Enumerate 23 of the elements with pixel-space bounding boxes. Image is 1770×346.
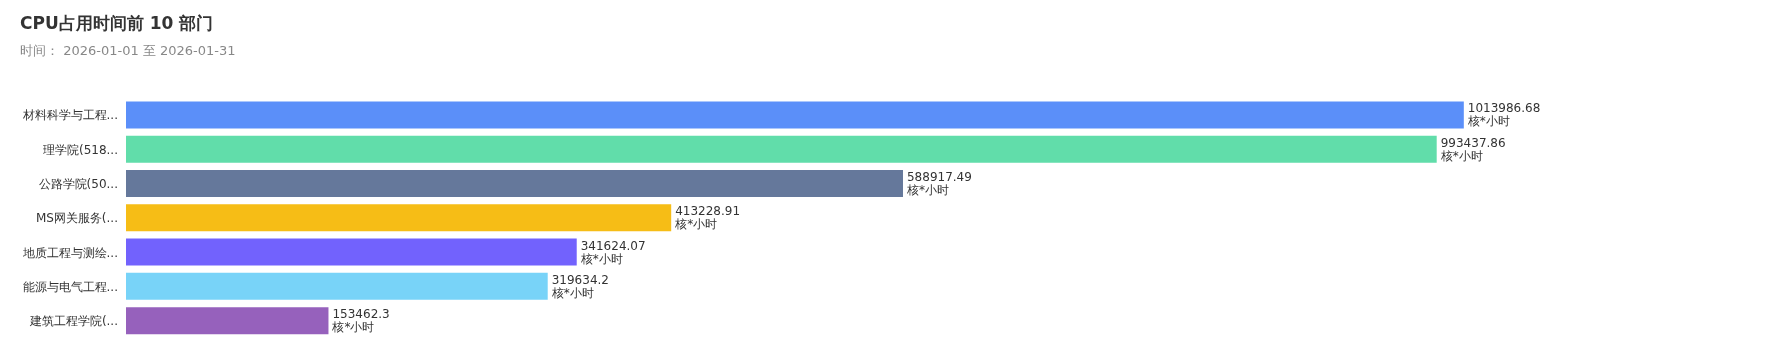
data-label: 993437.86 核*小时 bbox=[1439, 135, 1506, 163]
bar bbox=[126, 101, 1464, 129]
y-tick-label: 建筑工程学院(... bbox=[28, 314, 118, 329]
y-tick-label: 材料科学与工程... bbox=[21, 108, 118, 123]
chart-subtitle: 时间： 2026-01-01 至 2026-01-31 bbox=[20, 42, 236, 60]
bar bbox=[126, 272, 548, 300]
y-tick-label: 理学院(518... bbox=[42, 142, 118, 157]
data-label: 319634.2 核*小时 bbox=[550, 272, 609, 300]
y-tick-label: 公路学院(50... bbox=[38, 176, 118, 191]
y-tick-label: 地质工程与测绘... bbox=[21, 245, 118, 260]
data-label: 1013986.68 核*小时 bbox=[1466, 100, 1541, 128]
data-label: 413228.91 核*小时 bbox=[674, 203, 741, 231]
data-label: 341624.07 核*小时 bbox=[579, 238, 646, 266]
bar bbox=[126, 307, 329, 335]
chart-title: CPU占用时间前 10 部门 bbox=[20, 12, 214, 35]
y-tick-label: 能源与电气工程... bbox=[22, 279, 118, 294]
y-tick-label: MS网关服务(... bbox=[35, 211, 118, 226]
bar bbox=[126, 204, 672, 232]
data-label: 153462.3 核*小时 bbox=[331, 306, 390, 334]
data-label: 588917.49 核*小时 bbox=[906, 169, 972, 197]
bar bbox=[126, 170, 903, 197]
bar bbox=[126, 135, 1437, 163]
bar bbox=[126, 238, 577, 266]
